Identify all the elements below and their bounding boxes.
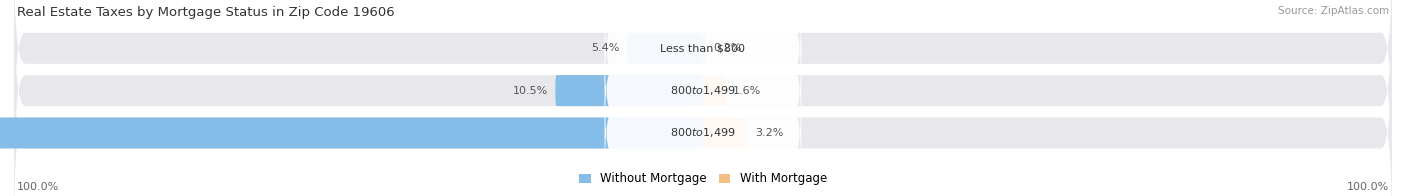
Text: Source: ZipAtlas.com: Source: ZipAtlas.com <box>1278 6 1389 16</box>
FancyBboxPatch shape <box>14 36 1392 196</box>
FancyBboxPatch shape <box>0 117 703 149</box>
FancyBboxPatch shape <box>605 0 801 99</box>
Text: Real Estate Taxes by Mortgage Status in Zip Code 19606: Real Estate Taxes by Mortgage Status in … <box>17 6 395 19</box>
Legend: Without Mortgage, With Mortgage: Without Mortgage, With Mortgage <box>574 168 832 190</box>
FancyBboxPatch shape <box>605 40 801 142</box>
Text: 1.6%: 1.6% <box>733 86 761 96</box>
Text: 3.2%: 3.2% <box>755 128 783 138</box>
Text: Less than $800: Less than $800 <box>661 43 745 53</box>
Text: 100.0%: 100.0% <box>1347 182 1389 192</box>
FancyBboxPatch shape <box>14 0 1392 188</box>
FancyBboxPatch shape <box>703 33 706 64</box>
Text: 0.2%: 0.2% <box>713 43 741 53</box>
Text: 5.4%: 5.4% <box>592 43 620 53</box>
FancyBboxPatch shape <box>627 33 703 64</box>
Text: $800 to $1,499: $800 to $1,499 <box>671 84 735 97</box>
FancyBboxPatch shape <box>555 75 703 106</box>
FancyBboxPatch shape <box>703 75 725 106</box>
Text: 10.5%: 10.5% <box>513 86 548 96</box>
Text: $800 to $1,499: $800 to $1,499 <box>671 126 735 140</box>
FancyBboxPatch shape <box>703 117 748 149</box>
FancyBboxPatch shape <box>14 0 1392 146</box>
FancyBboxPatch shape <box>605 82 801 184</box>
Text: 100.0%: 100.0% <box>17 182 59 192</box>
